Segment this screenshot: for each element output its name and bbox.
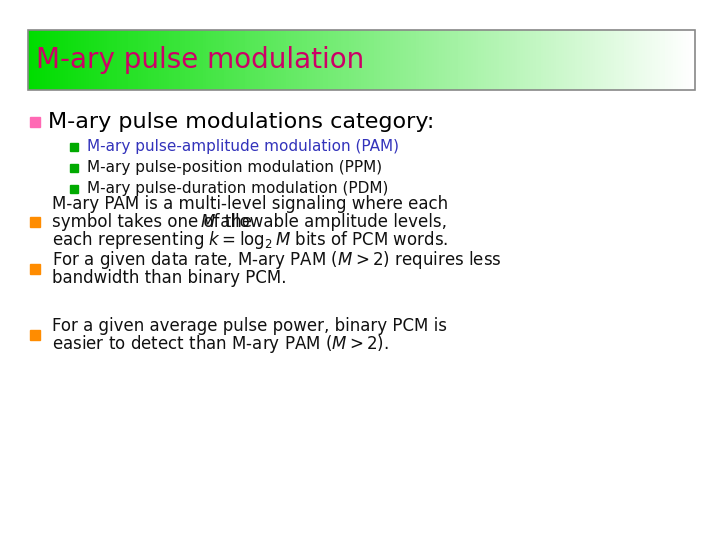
Text: easier to detect than M-ary PAM ($M$$>$$2$).: easier to detect than M-ary PAM ($M$$>$$… [52,333,389,355]
Text: $M$: $M$ [200,213,216,231]
Text: M-ary pulse modulation: M-ary pulse modulation [36,46,364,74]
Bar [28,30,695,90]
Text: M-ary pulse-position modulation (PPM): M-ary pulse-position modulation (PPM) [87,160,382,175]
Bar [70,185,78,193]
Text: allowable amplitude levels,: allowable amplitude levels, [215,213,447,231]
Text: bandwidth than binary PCM.: bandwidth than binary PCM. [52,269,287,287]
Bar [30,264,40,274]
Text: each representing $k = \log_2 M$ bits of PCM words.: each representing $k = \log_2 M$ bits of… [52,229,449,251]
Text: M-ary pulse-duration modulation (PDM): M-ary pulse-duration modulation (PDM) [87,181,388,196]
Text: M-ary PAM is a multi-level signaling where each: M-ary PAM is a multi-level signaling whe… [52,195,448,213]
Bar [30,117,40,127]
Bar [70,143,78,151]
Bar [30,217,40,227]
Text: For a given data rate, M-ary PAM ($M$$>$$2$) requires less: For a given data rate, M-ary PAM ($M$$>$… [52,249,502,271]
Bar [70,164,78,172]
Text: For a given average pulse power, binary PCM is: For a given average pulse power, binary … [52,317,447,335]
Text: M-ary pulse modulations category:: M-ary pulse modulations category: [48,111,434,132]
Bar [30,330,40,340]
Text: symbol takes one of the: symbol takes one of the [52,213,257,231]
Text: M-ary pulse-amplitude modulation (PAM): M-ary pulse-amplitude modulation (PAM) [87,139,399,154]
